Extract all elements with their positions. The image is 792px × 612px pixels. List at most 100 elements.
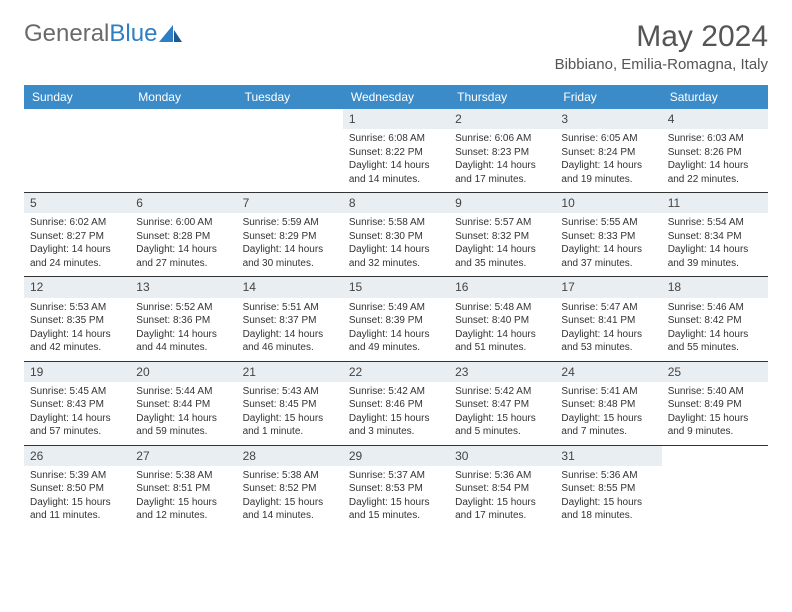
daylight-line: Daylight: 14 hours and 55 minutes. — [668, 328, 762, 355]
sunset-line: Sunset: 8:52 PM — [243, 482, 337, 496]
day-number: 5 — [24, 193, 130, 213]
sunset-line: Sunset: 8:23 PM — [455, 146, 549, 160]
calendar-cell: 8Sunrise: 5:58 AMSunset: 8:30 PMDaylight… — [343, 193, 449, 277]
daylight-line: Daylight: 14 hours and 22 minutes. — [668, 159, 762, 186]
sunset-line: Sunset: 8:40 PM — [455, 314, 549, 328]
daylight-line: Daylight: 14 hours and 32 minutes. — [349, 243, 443, 270]
daylight-line: Daylight: 14 hours and 49 minutes. — [349, 328, 443, 355]
daylight-line: Daylight: 15 hours and 5 minutes. — [455, 412, 549, 439]
calendar-cell: 14Sunrise: 5:51 AMSunset: 8:37 PMDayligh… — [237, 277, 343, 361]
daylight-line: Daylight: 15 hours and 7 minutes. — [561, 412, 655, 439]
sunrise-line: Sunrise: 6:03 AM — [668, 132, 762, 146]
daylight-line: Daylight: 14 hours and 35 minutes. — [455, 243, 549, 270]
weekday-header: Sunday — [24, 85, 130, 109]
calendar-week: 12Sunrise: 5:53 AMSunset: 8:35 PMDayligh… — [24, 277, 768, 361]
sunrise-line: Sunrise: 5:38 AM — [136, 469, 230, 483]
sunset-line: Sunset: 8:49 PM — [668, 398, 762, 412]
sunset-line: Sunset: 8:47 PM — [455, 398, 549, 412]
calendar-cell: 11Sunrise: 5:54 AMSunset: 8:34 PMDayligh… — [662, 193, 768, 277]
location-subtitle: Bibbiano, Emilia-Romagna, Italy — [555, 56, 768, 73]
day-number: 7 — [237, 193, 343, 213]
day-number: 23 — [449, 362, 555, 382]
daylight-line: Daylight: 14 hours and 24 minutes. — [30, 243, 124, 270]
daylight-line: Daylight: 15 hours and 9 minutes. — [668, 412, 762, 439]
calendar-cell: 3Sunrise: 6:05 AMSunset: 8:24 PMDaylight… — [555, 109, 661, 193]
calendar-cell: 23Sunrise: 5:42 AMSunset: 8:47 PMDayligh… — [449, 361, 555, 445]
calendar-cell: 21Sunrise: 5:43 AMSunset: 8:45 PMDayligh… — [237, 361, 343, 445]
daylight-line: Daylight: 14 hours and 59 minutes. — [136, 412, 230, 439]
daylight-line: Daylight: 14 hours and 44 minutes. — [136, 328, 230, 355]
daylight-line: Daylight: 15 hours and 12 minutes. — [136, 496, 230, 523]
sunset-line: Sunset: 8:33 PM — [561, 230, 655, 244]
sunrise-line: Sunrise: 5:45 AM — [30, 385, 124, 399]
sunset-line: Sunset: 8:24 PM — [561, 146, 655, 160]
calendar-week: 5Sunrise: 6:02 AMSunset: 8:27 PMDaylight… — [24, 193, 768, 277]
sunrise-line: Sunrise: 5:48 AM — [455, 301, 549, 315]
sunrise-line: Sunrise: 5:49 AM — [349, 301, 443, 315]
sunset-line: Sunset: 8:45 PM — [243, 398, 337, 412]
sunset-line: Sunset: 8:41 PM — [561, 314, 655, 328]
calendar-cell: 29Sunrise: 5:37 AMSunset: 8:53 PMDayligh… — [343, 445, 449, 529]
sunset-line: Sunset: 8:39 PM — [349, 314, 443, 328]
day-number: 4 — [662, 109, 768, 129]
sunrise-line: Sunrise: 5:52 AM — [136, 301, 230, 315]
day-number: 25 — [662, 362, 768, 382]
sunset-line: Sunset: 8:28 PM — [136, 230, 230, 244]
sunrise-line: Sunrise: 6:06 AM — [455, 132, 549, 146]
sunset-line: Sunset: 8:26 PM — [668, 146, 762, 160]
day-number: 27 — [130, 446, 236, 466]
day-number: 13 — [130, 277, 236, 297]
calendar-cell — [662, 445, 768, 529]
sunrise-line: Sunrise: 5:36 AM — [455, 469, 549, 483]
day-number: 21 — [237, 362, 343, 382]
weekday-header: Saturday — [662, 85, 768, 109]
sunrise-line: Sunrise: 5:51 AM — [243, 301, 337, 315]
calendar-cell: 25Sunrise: 5:40 AMSunset: 8:49 PMDayligh… — [662, 361, 768, 445]
weekday-header: Tuesday — [237, 85, 343, 109]
calendar-cell: 19Sunrise: 5:45 AMSunset: 8:43 PMDayligh… — [24, 361, 130, 445]
sunrise-line: Sunrise: 6:02 AM — [30, 216, 124, 230]
calendar-cell: 27Sunrise: 5:38 AMSunset: 8:51 PMDayligh… — [130, 445, 236, 529]
sunrise-line: Sunrise: 6:00 AM — [136, 216, 230, 230]
daylight-line: Daylight: 15 hours and 3 minutes. — [349, 412, 443, 439]
sunset-line: Sunset: 8:29 PM — [243, 230, 337, 244]
day-number: 22 — [343, 362, 449, 382]
brand-word-blue: Blue — [109, 20, 157, 47]
sunrise-line: Sunrise: 6:08 AM — [349, 132, 443, 146]
calendar-cell: 30Sunrise: 5:36 AMSunset: 8:54 PMDayligh… — [449, 445, 555, 529]
calendar-cell — [24, 109, 130, 193]
day-number: 8 — [343, 193, 449, 213]
weekday-header: Friday — [555, 85, 661, 109]
sunset-line: Sunset: 8:54 PM — [455, 482, 549, 496]
daylight-line: Daylight: 14 hours and 19 minutes. — [561, 159, 655, 186]
page: GeneralBlue May 2024 Bibbiano, Emilia-Ro… — [0, 0, 792, 549]
calendar-cell: 13Sunrise: 5:52 AMSunset: 8:36 PMDayligh… — [130, 277, 236, 361]
calendar-cell: 6Sunrise: 6:00 AMSunset: 8:28 PMDaylight… — [130, 193, 236, 277]
daylight-line: Daylight: 14 hours and 27 minutes. — [136, 243, 230, 270]
sunrise-line: Sunrise: 5:39 AM — [30, 469, 124, 483]
calendar-cell: 22Sunrise: 5:42 AMSunset: 8:46 PMDayligh… — [343, 361, 449, 445]
sunset-line: Sunset: 8:43 PM — [30, 398, 124, 412]
day-number: 15 — [343, 277, 449, 297]
sunset-line: Sunset: 8:55 PM — [561, 482, 655, 496]
sunset-line: Sunset: 8:34 PM — [668, 230, 762, 244]
sunrise-line: Sunrise: 5:57 AM — [455, 216, 549, 230]
sail-icon — [159, 24, 183, 49]
sunrise-line: Sunrise: 5:46 AM — [668, 301, 762, 315]
day-number: 18 — [662, 277, 768, 297]
calendar-cell: 20Sunrise: 5:44 AMSunset: 8:44 PMDayligh… — [130, 361, 236, 445]
daylight-line: Daylight: 15 hours and 1 minute. — [243, 412, 337, 439]
sunrise-line: Sunrise: 5:55 AM — [561, 216, 655, 230]
daylight-line: Daylight: 14 hours and 57 minutes. — [30, 412, 124, 439]
sunrise-line: Sunrise: 5:59 AM — [243, 216, 337, 230]
day-number: 2 — [449, 109, 555, 129]
calendar-cell: 16Sunrise: 5:48 AMSunset: 8:40 PMDayligh… — [449, 277, 555, 361]
day-number: 29 — [343, 446, 449, 466]
brand-logo: GeneralBlue — [24, 20, 183, 49]
sunrise-line: Sunrise: 5:54 AM — [668, 216, 762, 230]
sunrise-line: Sunrise: 5:44 AM — [136, 385, 230, 399]
daylight-line: Daylight: 14 hours and 30 minutes. — [243, 243, 337, 270]
daylight-line: Daylight: 15 hours and 14 minutes. — [243, 496, 337, 523]
day-number: 9 — [449, 193, 555, 213]
sunrise-line: Sunrise: 5:41 AM — [561, 385, 655, 399]
